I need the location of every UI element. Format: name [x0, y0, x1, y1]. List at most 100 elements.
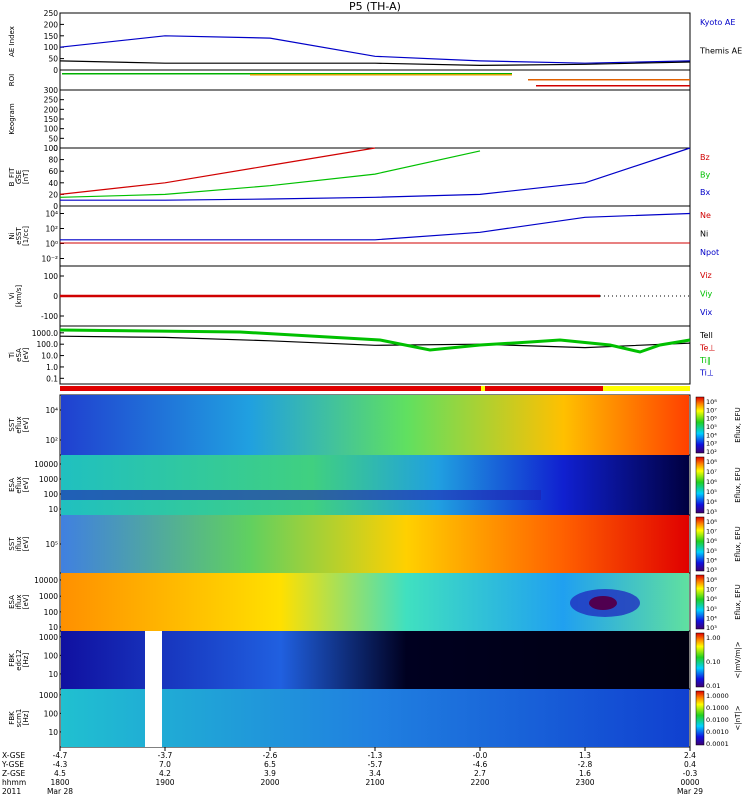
y-tick-label: 0 [53, 144, 58, 153]
y-tick-label: 10 [48, 728, 58, 737]
x-axis-value: 4.2 [159, 769, 171, 778]
colorbar-gradient [695, 690, 705, 746]
colorbar-tick-label: 1.0000 [706, 692, 729, 700]
colorbar-tick-label: 10⁴ [706, 498, 717, 506]
panel-ae: AE Index 250 200 150 100 50 0 Kyoto AE Themis AE [8, 9, 742, 75]
colorbar-gradient [695, 456, 705, 514]
x-axis-value: 1.6 [579, 769, 591, 778]
panel-ylabel: [Hz] [22, 711, 30, 726]
y-tick-label: 10.0 [41, 352, 58, 361]
colorbar-tick-label: 0.0001 [706, 740, 729, 748]
panel-ylabel: Ni [8, 232, 16, 239]
colorbar-label: Eflux, EFU [734, 467, 742, 502]
x-axis-value: -0.3 [683, 769, 698, 778]
panel-ylabel: [eV] [22, 347, 30, 362]
y-tick-label: 10⁻² [41, 255, 58, 264]
y-tick-label: 300 [44, 86, 59, 95]
y-tick-label: 80 [48, 156, 58, 165]
panel-ylabel: eSA [15, 348, 23, 362]
panel-ylabel: eflux [15, 476, 23, 493]
y-tick-label: 1000 [39, 475, 58, 484]
legend-item: Ti∥ [699, 356, 711, 365]
x-axis-row-label: hhmm [2, 778, 26, 787]
panel-ylabel: eflux [15, 416, 23, 433]
colorbar-gradient [695, 516, 705, 572]
colorbar-tick-label: 1.00 [706, 634, 720, 642]
fbk-scm1-spectrogram [61, 689, 689, 747]
colorbar-fbkb: 1.0000 0.1000 0.0100 0.0010 0.0001 <|nT|> [695, 690, 742, 748]
panel-ylabel: scm1 [15, 709, 23, 728]
series-line-bz [59, 147, 376, 195]
colorbar-esae: 10⁸ 10⁷ 10⁶ 10⁵ 10⁴ 10³ Eflux, EFU [695, 456, 742, 516]
x-axis-value: 3.9 [264, 769, 276, 778]
colorbar-tick-label: 10⁸ [706, 576, 717, 584]
panel-frame [59, 325, 691, 385]
panel-ylabel: [eV] [22, 536, 30, 551]
panel-ylabel: SST [8, 537, 16, 551]
series-line-by [59, 150, 481, 198]
x-axis-value: -5.7 [368, 760, 383, 769]
y-tick-label: 100 [44, 651, 59, 660]
x-axis-value: 3.4 [369, 769, 381, 778]
colorbar-gradient [695, 632, 705, 688]
x-axis-value: -0.0 [473, 751, 488, 760]
panel-bfit: B_FIT GSE [nT] 100 80 60 40 20 0 Bz By Bx [8, 144, 710, 211]
colorbar-tick-label: 10⁶ [706, 415, 717, 423]
colorbar-tick-label: 10⁷ [706, 406, 717, 414]
ti-parallel-line [59, 328, 691, 354]
panel-ylabel: FBK [8, 711, 16, 725]
colorbar-tick-label: 10⁶ [706, 478, 717, 486]
colorbar-tick-label: 10⁵ [706, 423, 717, 431]
x-axis-value: 2100 [365, 778, 384, 787]
panel-frame [59, 205, 691, 267]
sst-ion-spectrogram [61, 515, 689, 573]
y-tick-label: 10 [48, 623, 58, 632]
x-axis-value: 6.5 [264, 760, 276, 769]
x-axis-value: 2.7 [474, 769, 486, 778]
y-tick-label: 100 [44, 490, 59, 499]
y-tick-label: 0.1 [46, 374, 58, 383]
panel-ylabel: [eV] [22, 417, 30, 432]
x-axis: X-GSEY-GSEZ-GSEhhmm2011-4.7-4.34.51800Ma… [1, 747, 703, 796]
colorbar-tick-label: 10⁸ [706, 398, 717, 406]
y-tick-label: 1000 [39, 633, 58, 642]
x-axis-value: -4.7 [53, 751, 68, 760]
colorbar-tick-label: 10⁵ [706, 605, 717, 613]
series-line-kyoto-ae [59, 35, 691, 64]
x-axis-value: 0.4 [684, 760, 696, 769]
colorbar-tick-label: 10⁷ [706, 528, 717, 536]
x-axis-value: 2.4 [684, 751, 696, 760]
y-tick-label: 10 [48, 505, 58, 514]
panel-ylabel: iflux [15, 595, 23, 610]
series-line-ni [60, 212, 691, 241]
panel-ylabel: iflux [15, 537, 23, 552]
legend-item: Themis AE [699, 47, 742, 56]
x-axis-row-label: 2011 [2, 787, 21, 796]
y-tick-label: 10⁴ [45, 406, 58, 415]
x-axis-value: -4.6 [473, 760, 488, 769]
colorbar-gradient [695, 396, 705, 454]
panel-ylabel: Vi [8, 293, 16, 300]
legend-item: Tell [699, 331, 713, 340]
x-axis-value: 2300 [575, 778, 594, 787]
colorbar-label: <|mV/m|> [734, 641, 742, 678]
x-axis-value: -3.7 [158, 751, 173, 760]
x-axis-value: 0000 [680, 778, 699, 787]
y-tick-label: 150 [44, 115, 59, 124]
series-line-themis-ae [59, 60, 691, 67]
colorbar-label: Eflux, EFU [734, 526, 742, 561]
y-tick-label: 150 [44, 32, 59, 41]
colorbar-label: Eflux, EFU [734, 407, 742, 442]
colorbar-tick-label: 10⁴ [706, 431, 717, 439]
colorbar-tick-label: 0.0010 [706, 728, 729, 736]
y-tick-label: 1000 [39, 691, 58, 700]
y-tick-label: -100 [41, 312, 58, 321]
series-line-bx [60, 147, 691, 201]
x-axis-value: -4.3 [53, 760, 68, 769]
colorbar-tick-label: 10⁸ [706, 518, 717, 526]
panel-frame [59, 89, 691, 149]
